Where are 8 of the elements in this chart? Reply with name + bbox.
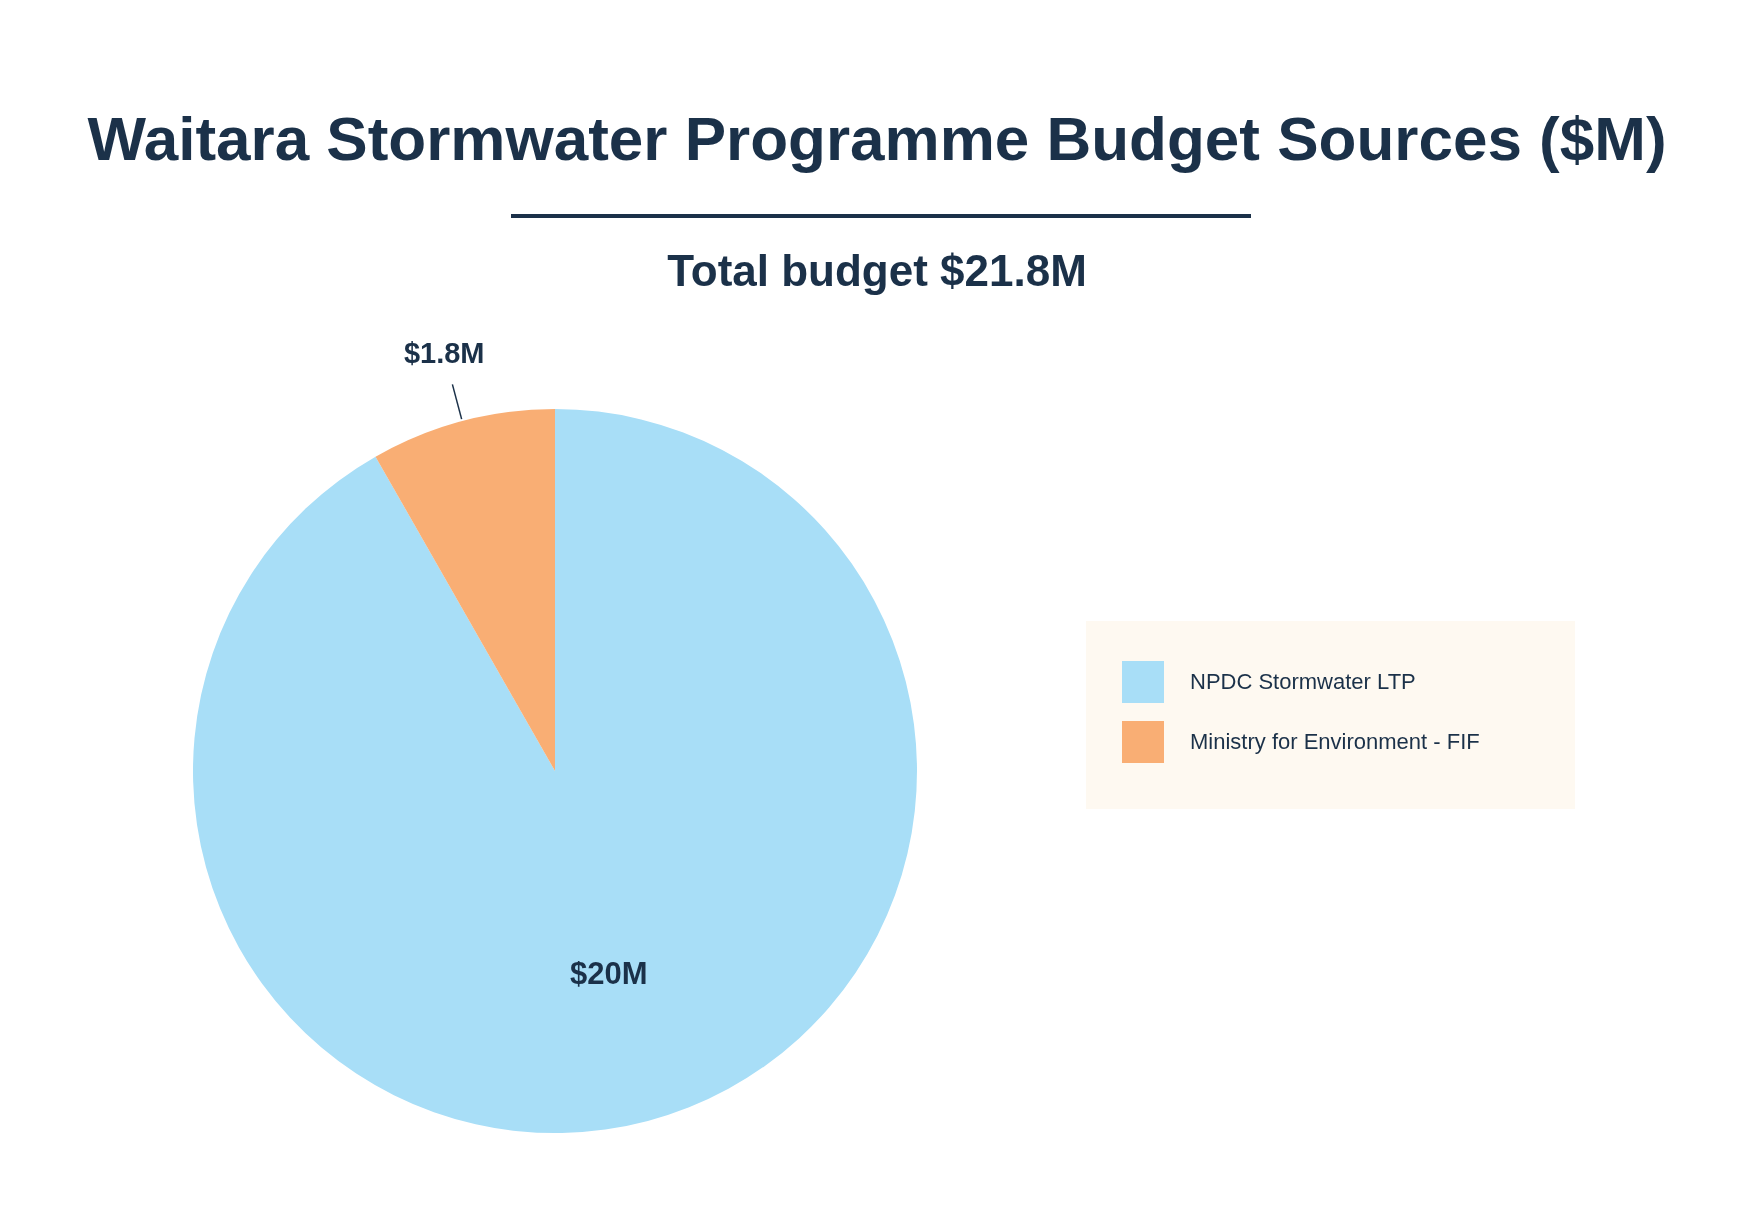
data-label: $20M — [570, 956, 648, 992]
legend-label: Ministry for Environment - FIF — [1190, 729, 1480, 755]
pie-slice — [375, 409, 555, 771]
legend-label: NPDC Stormwater LTP — [1190, 669, 1416, 695]
data-label: $1.8M — [403, 337, 485, 370]
pie-slice — [193, 409, 917, 1133]
chart-title: Waitara Stormwater Programme Budget Sources ($M) — [86, 103, 1668, 174]
chart-subtitle: Total budget $21.8M — [666, 246, 1088, 296]
